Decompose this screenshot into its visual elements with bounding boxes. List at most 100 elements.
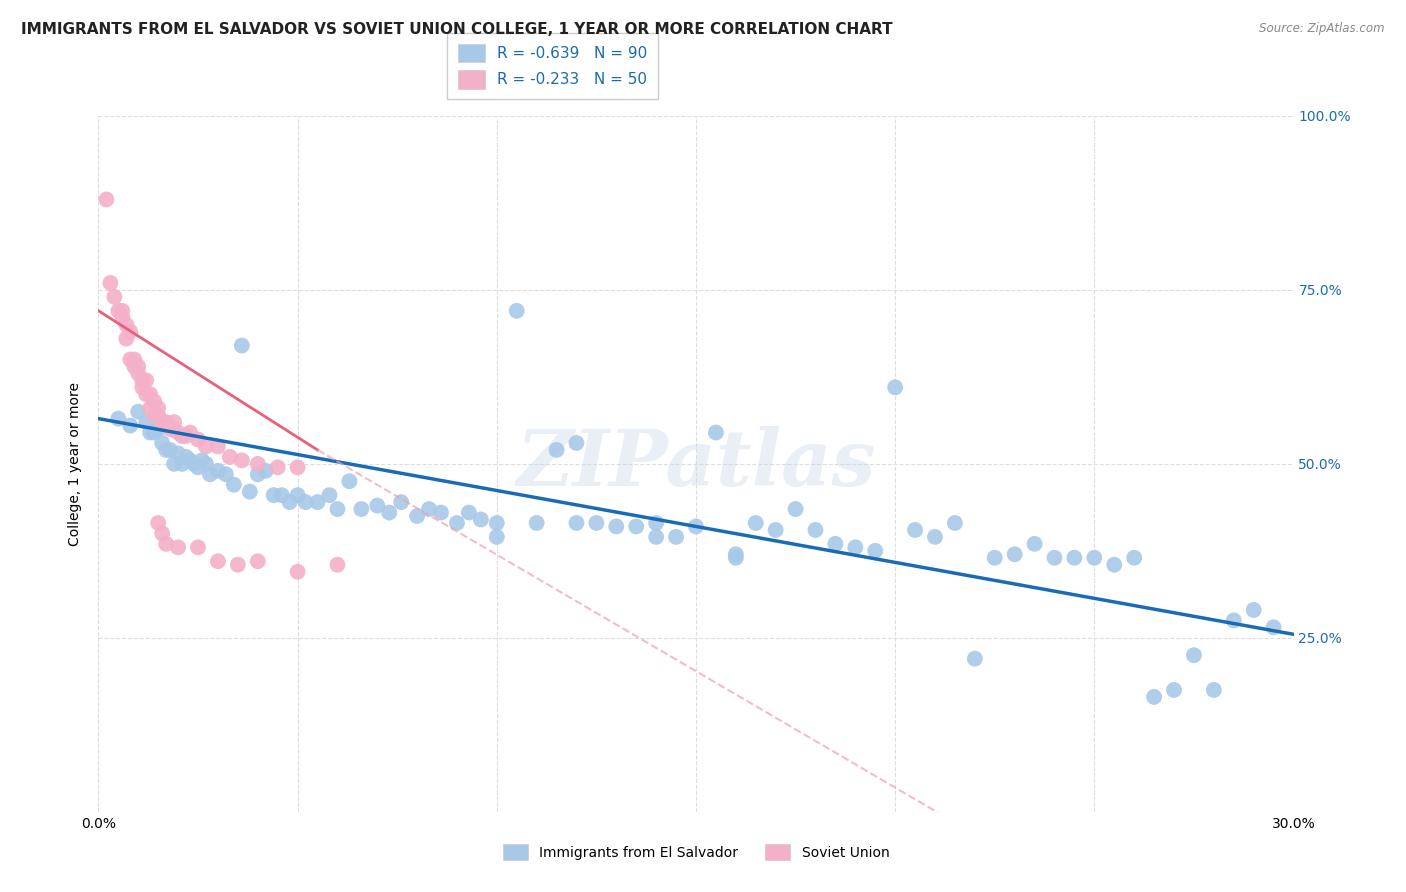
Point <box>1202 683 1225 698</box>
Point <box>430 506 453 520</box>
Point <box>124 352 146 367</box>
Point <box>458 506 481 520</box>
Point <box>506 303 529 318</box>
Point <box>174 429 197 443</box>
Point <box>127 359 149 374</box>
Point <box>924 530 946 544</box>
Point <box>179 425 201 440</box>
Point <box>107 411 129 425</box>
Point <box>215 467 238 482</box>
Point <box>219 450 242 464</box>
Point <box>254 464 277 478</box>
Point <box>159 442 181 457</box>
Point <box>131 380 153 394</box>
Point <box>163 457 186 471</box>
Point <box>167 446 190 460</box>
Point <box>863 544 887 558</box>
Point <box>135 373 157 387</box>
Point <box>246 457 269 471</box>
Point <box>179 453 201 467</box>
Point <box>645 530 668 544</box>
Point <box>150 526 173 541</box>
Point <box>135 415 157 429</box>
Point <box>1222 614 1246 628</box>
Point <box>943 516 966 530</box>
Point <box>307 495 329 509</box>
Point <box>143 408 166 422</box>
Point <box>287 488 309 502</box>
Point <box>1043 550 1066 565</box>
Point <box>207 554 229 568</box>
Point <box>685 519 707 533</box>
Point <box>207 464 229 478</box>
Point <box>585 516 607 530</box>
Point <box>1182 648 1205 662</box>
Point <box>326 558 349 572</box>
Point <box>163 415 186 429</box>
Point <box>485 530 508 544</box>
Point <box>378 506 401 520</box>
Point <box>1083 550 1105 565</box>
Point <box>246 467 269 482</box>
Point <box>239 484 262 499</box>
Point <box>318 488 340 502</box>
Point <box>645 516 668 530</box>
Point <box>135 387 157 401</box>
Point <box>167 541 190 555</box>
Point <box>131 373 153 387</box>
Point <box>546 442 568 457</box>
Point <box>1123 550 1146 565</box>
Point <box>198 467 221 482</box>
Point <box>231 338 253 352</box>
Text: Source: ZipAtlas.com: Source: ZipAtlas.com <box>1260 22 1385 36</box>
Point <box>143 425 166 440</box>
Point <box>226 558 249 572</box>
Point <box>111 310 134 325</box>
Point <box>844 541 866 555</box>
Point <box>148 408 170 422</box>
Point <box>267 460 290 475</box>
Point <box>172 457 194 471</box>
Point <box>270 488 292 502</box>
Text: IMMIGRANTS FROM EL SALVADOR VS SOVIET UNION COLLEGE, 1 YEAR OR MORE CORRELATION : IMMIGRANTS FROM EL SALVADOR VS SOVIET UN… <box>21 22 893 37</box>
Point <box>155 442 177 457</box>
Point <box>195 457 218 471</box>
Point <box>824 537 846 551</box>
Point <box>1163 683 1185 698</box>
Point <box>222 477 245 491</box>
Point <box>150 415 173 429</box>
Point <box>605 519 627 533</box>
Point <box>1004 547 1026 561</box>
Point <box>287 460 309 475</box>
Point <box>418 502 440 516</box>
Point <box>107 303 129 318</box>
Point <box>155 537 177 551</box>
Point <box>143 394 166 409</box>
Point <box>150 436 173 450</box>
Point <box>246 554 269 568</box>
Point <box>1102 558 1125 572</box>
Point <box>174 450 197 464</box>
Y-axis label: College, 1 year or more: College, 1 year or more <box>69 382 83 546</box>
Point <box>172 429 194 443</box>
Point <box>765 523 787 537</box>
Point <box>665 530 688 544</box>
Point <box>724 547 747 561</box>
Point <box>120 418 142 433</box>
Point <box>350 502 373 516</box>
Point <box>207 440 229 454</box>
Point <box>1024 537 1046 551</box>
Point <box>111 303 134 318</box>
Point <box>526 516 548 530</box>
Text: ZIPatlas: ZIPatlas <box>516 425 876 502</box>
Point <box>127 367 149 381</box>
Point <box>745 516 768 530</box>
Point <box>148 401 170 416</box>
Point <box>167 425 190 440</box>
Point <box>626 519 648 533</box>
Point <box>96 193 118 207</box>
Point <box>103 290 125 304</box>
Point <box>724 550 747 565</box>
Point <box>485 516 508 530</box>
Point <box>1243 603 1265 617</box>
